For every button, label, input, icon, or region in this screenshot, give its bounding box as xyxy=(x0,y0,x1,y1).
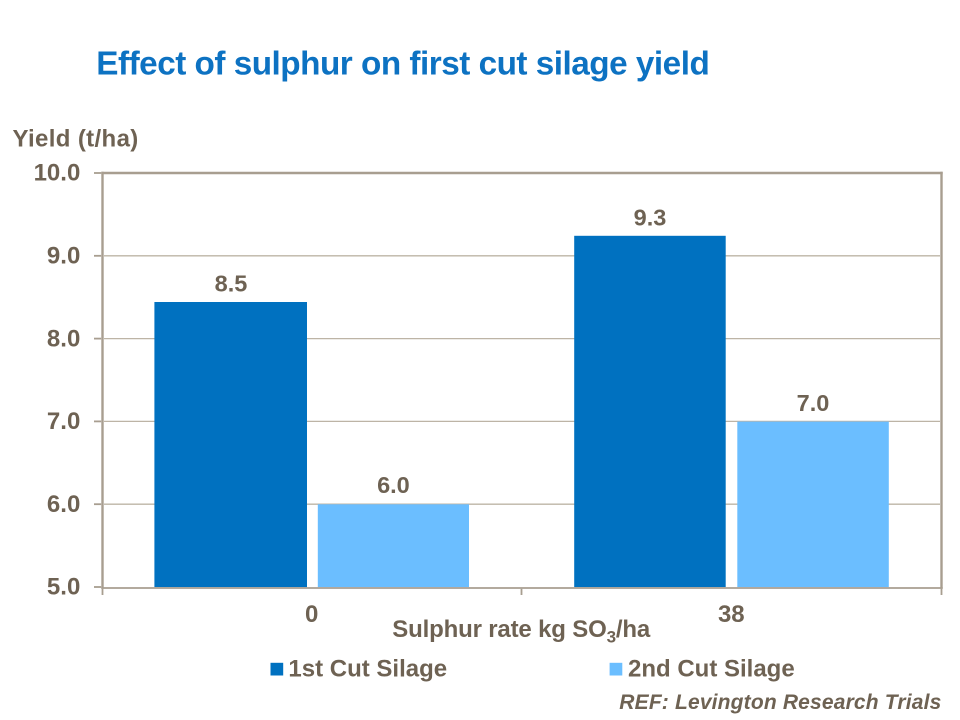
svg-text:10.0: 10.0 xyxy=(34,160,81,187)
svg-text:8.5: 8.5 xyxy=(215,271,248,297)
svg-text:0: 0 xyxy=(305,601,318,628)
svg-text:5.0: 5.0 xyxy=(47,574,80,601)
svg-text:Sulphur rate kg SO3/ha: Sulphur rate kg SO3/ha xyxy=(392,616,651,647)
svg-text:6.0: 6.0 xyxy=(377,472,410,498)
svg-text:8.0: 8.0 xyxy=(47,325,80,352)
svg-text:6.0: 6.0 xyxy=(47,491,80,518)
svg-text:9.3: 9.3 xyxy=(634,205,667,231)
svg-text:REF: Levington Research Trials: REF: Levington Research Trials xyxy=(619,691,941,714)
svg-text:7.0: 7.0 xyxy=(797,390,830,416)
svg-text:7.0: 7.0 xyxy=(47,408,80,435)
svg-text:Effect of sulphur on first cut: Effect of sulphur on first cut silage yi… xyxy=(96,46,710,83)
svg-text:2nd Cut Silage: 2nd Cut Silage xyxy=(628,656,795,683)
svg-text:9.0: 9.0 xyxy=(47,243,80,270)
svg-text:38: 38 xyxy=(718,601,745,628)
svg-text:Yield (t/ha): Yield (t/ha) xyxy=(13,125,139,152)
svg-text:1st Cut Silage: 1st Cut Silage xyxy=(288,656,447,683)
